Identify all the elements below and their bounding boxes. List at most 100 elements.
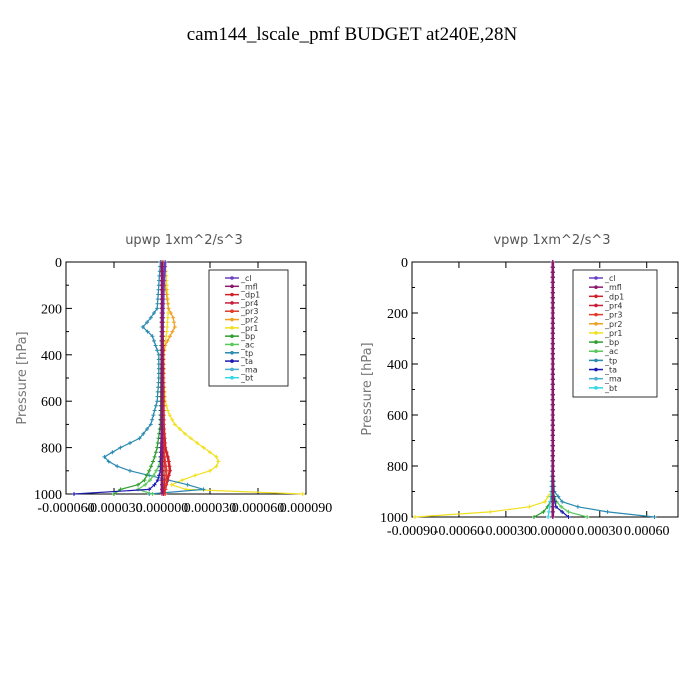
series-point-mfl xyxy=(550,504,555,509)
legend-marker-cl xyxy=(594,276,598,280)
series-point-mfl xyxy=(160,311,164,315)
series-point-tp xyxy=(110,450,115,455)
series-point-mfl xyxy=(550,484,555,489)
series-point-mfl xyxy=(160,292,164,297)
series-point-mfl xyxy=(160,417,164,422)
series-point-mfl xyxy=(550,464,555,468)
series-point-mfl xyxy=(550,367,555,372)
legend-marker-ta xyxy=(594,367,598,372)
series-point-mfl xyxy=(550,377,555,382)
legend-entry-pr2: _pr2 xyxy=(240,316,258,325)
series-point-tp xyxy=(156,292,161,297)
series-point-pr1 xyxy=(180,478,185,483)
series-point-ac xyxy=(143,482,148,487)
series-point-bp xyxy=(153,450,158,455)
vpwp-ylabel: Pressure [hPa] xyxy=(360,342,375,435)
series-point-mfl xyxy=(160,468,164,473)
series-point-tp xyxy=(575,504,580,509)
series-point-tp xyxy=(128,468,132,473)
series-point-ac xyxy=(151,473,156,478)
legend-marker-ac xyxy=(230,342,234,347)
series-point-pr2 xyxy=(172,320,176,325)
series-point-bp xyxy=(152,454,157,459)
x-tick-label: 0.000030 xyxy=(184,501,237,516)
series-point-mfl xyxy=(550,479,555,484)
series-point-tp xyxy=(140,325,145,329)
series-point-tp xyxy=(185,482,190,487)
legend-entry-bt: _bt xyxy=(240,374,253,383)
series-point-tp xyxy=(145,329,150,334)
series-point-pr2 xyxy=(165,297,170,302)
series-point-tp xyxy=(148,315,153,320)
y-tick-label: 800 xyxy=(387,460,408,475)
series-point-mfl xyxy=(160,315,164,320)
legend-entry-ma: _ma xyxy=(240,365,258,374)
series-point-mfl xyxy=(550,397,555,402)
series-point-tp xyxy=(137,436,142,441)
legend-entry-mfl: _mfl xyxy=(240,282,258,291)
series-point-mfl xyxy=(160,478,164,483)
series-point-mfl xyxy=(160,297,164,302)
series-point-mfl xyxy=(550,321,555,326)
x-tick-label: -0.00030 xyxy=(481,524,531,539)
series-point-mfl xyxy=(550,407,555,412)
legend-entry-bp: _bp xyxy=(240,332,255,341)
series-point-mfl xyxy=(550,295,555,300)
legend-entry-pr2: _pr2 xyxy=(604,320,622,329)
series-point-mfl xyxy=(160,260,164,264)
series-point-pr1 xyxy=(543,499,547,504)
legend: _cl_mfl_dp1_pr4_pr3_pr2_pr1_bp_ac_tp_ta_… xyxy=(208,269,289,387)
series-point-bp xyxy=(144,473,149,478)
series-point-bp xyxy=(147,468,152,473)
legend-marker-cl xyxy=(230,276,234,280)
series-point-mfl xyxy=(550,443,555,448)
series-point-ta xyxy=(566,515,571,519)
series-point-mfl xyxy=(160,362,164,367)
series-point-pr1 xyxy=(300,492,305,496)
series-point-pr1 xyxy=(172,422,177,427)
legend-entry-cl: _cl xyxy=(604,274,616,283)
series-point-pr2 xyxy=(170,329,175,334)
series-point-mfl xyxy=(160,464,164,469)
series-point-bp xyxy=(136,482,140,487)
series-point-mfl xyxy=(160,273,164,278)
series-point-mfl xyxy=(550,316,555,321)
series-tp xyxy=(102,260,206,496)
series-point-pr1 xyxy=(413,515,418,519)
series-point-ta xyxy=(152,482,157,487)
legend-entry-dp1: _dp1 xyxy=(604,292,624,301)
series-ta xyxy=(72,260,164,496)
series-point-mfl xyxy=(550,428,555,433)
legend-marker-pr2 xyxy=(594,321,598,326)
series-point-mfl xyxy=(550,300,555,305)
series-point-mfl xyxy=(160,338,164,343)
series-point-pr1 xyxy=(167,413,172,418)
legend-entry-tp: _tp xyxy=(604,356,617,365)
series-point-tp xyxy=(605,509,610,514)
series-point-pr1 xyxy=(208,468,212,473)
series-point-bt xyxy=(546,509,551,514)
series-point-mfl xyxy=(160,306,164,311)
series-point-mfl xyxy=(550,351,555,356)
series-point-pr1 xyxy=(165,325,170,329)
series-point-mfl xyxy=(550,438,555,443)
series-point-mfl xyxy=(160,459,164,464)
series-point-tp xyxy=(155,306,160,311)
legend-entry-tp: _tp xyxy=(240,349,253,358)
series-point-pr3 xyxy=(164,468,169,473)
series-point-mfl xyxy=(160,431,164,436)
series-line-pr1 xyxy=(415,262,554,518)
series-point-mfl xyxy=(160,441,164,445)
series-point-mfl xyxy=(550,392,555,397)
series-point-tp xyxy=(556,494,561,499)
series-point-tp xyxy=(115,464,120,469)
series-point-mfl xyxy=(160,376,164,380)
series-point-mfl xyxy=(160,334,164,339)
series-point-ta xyxy=(72,492,76,496)
series-point-tp xyxy=(151,413,156,418)
series-point-mfl xyxy=(160,380,164,385)
series-point-pr1 xyxy=(177,427,182,431)
series-point-mfl xyxy=(550,305,555,310)
series-point-pr3 xyxy=(164,478,169,483)
